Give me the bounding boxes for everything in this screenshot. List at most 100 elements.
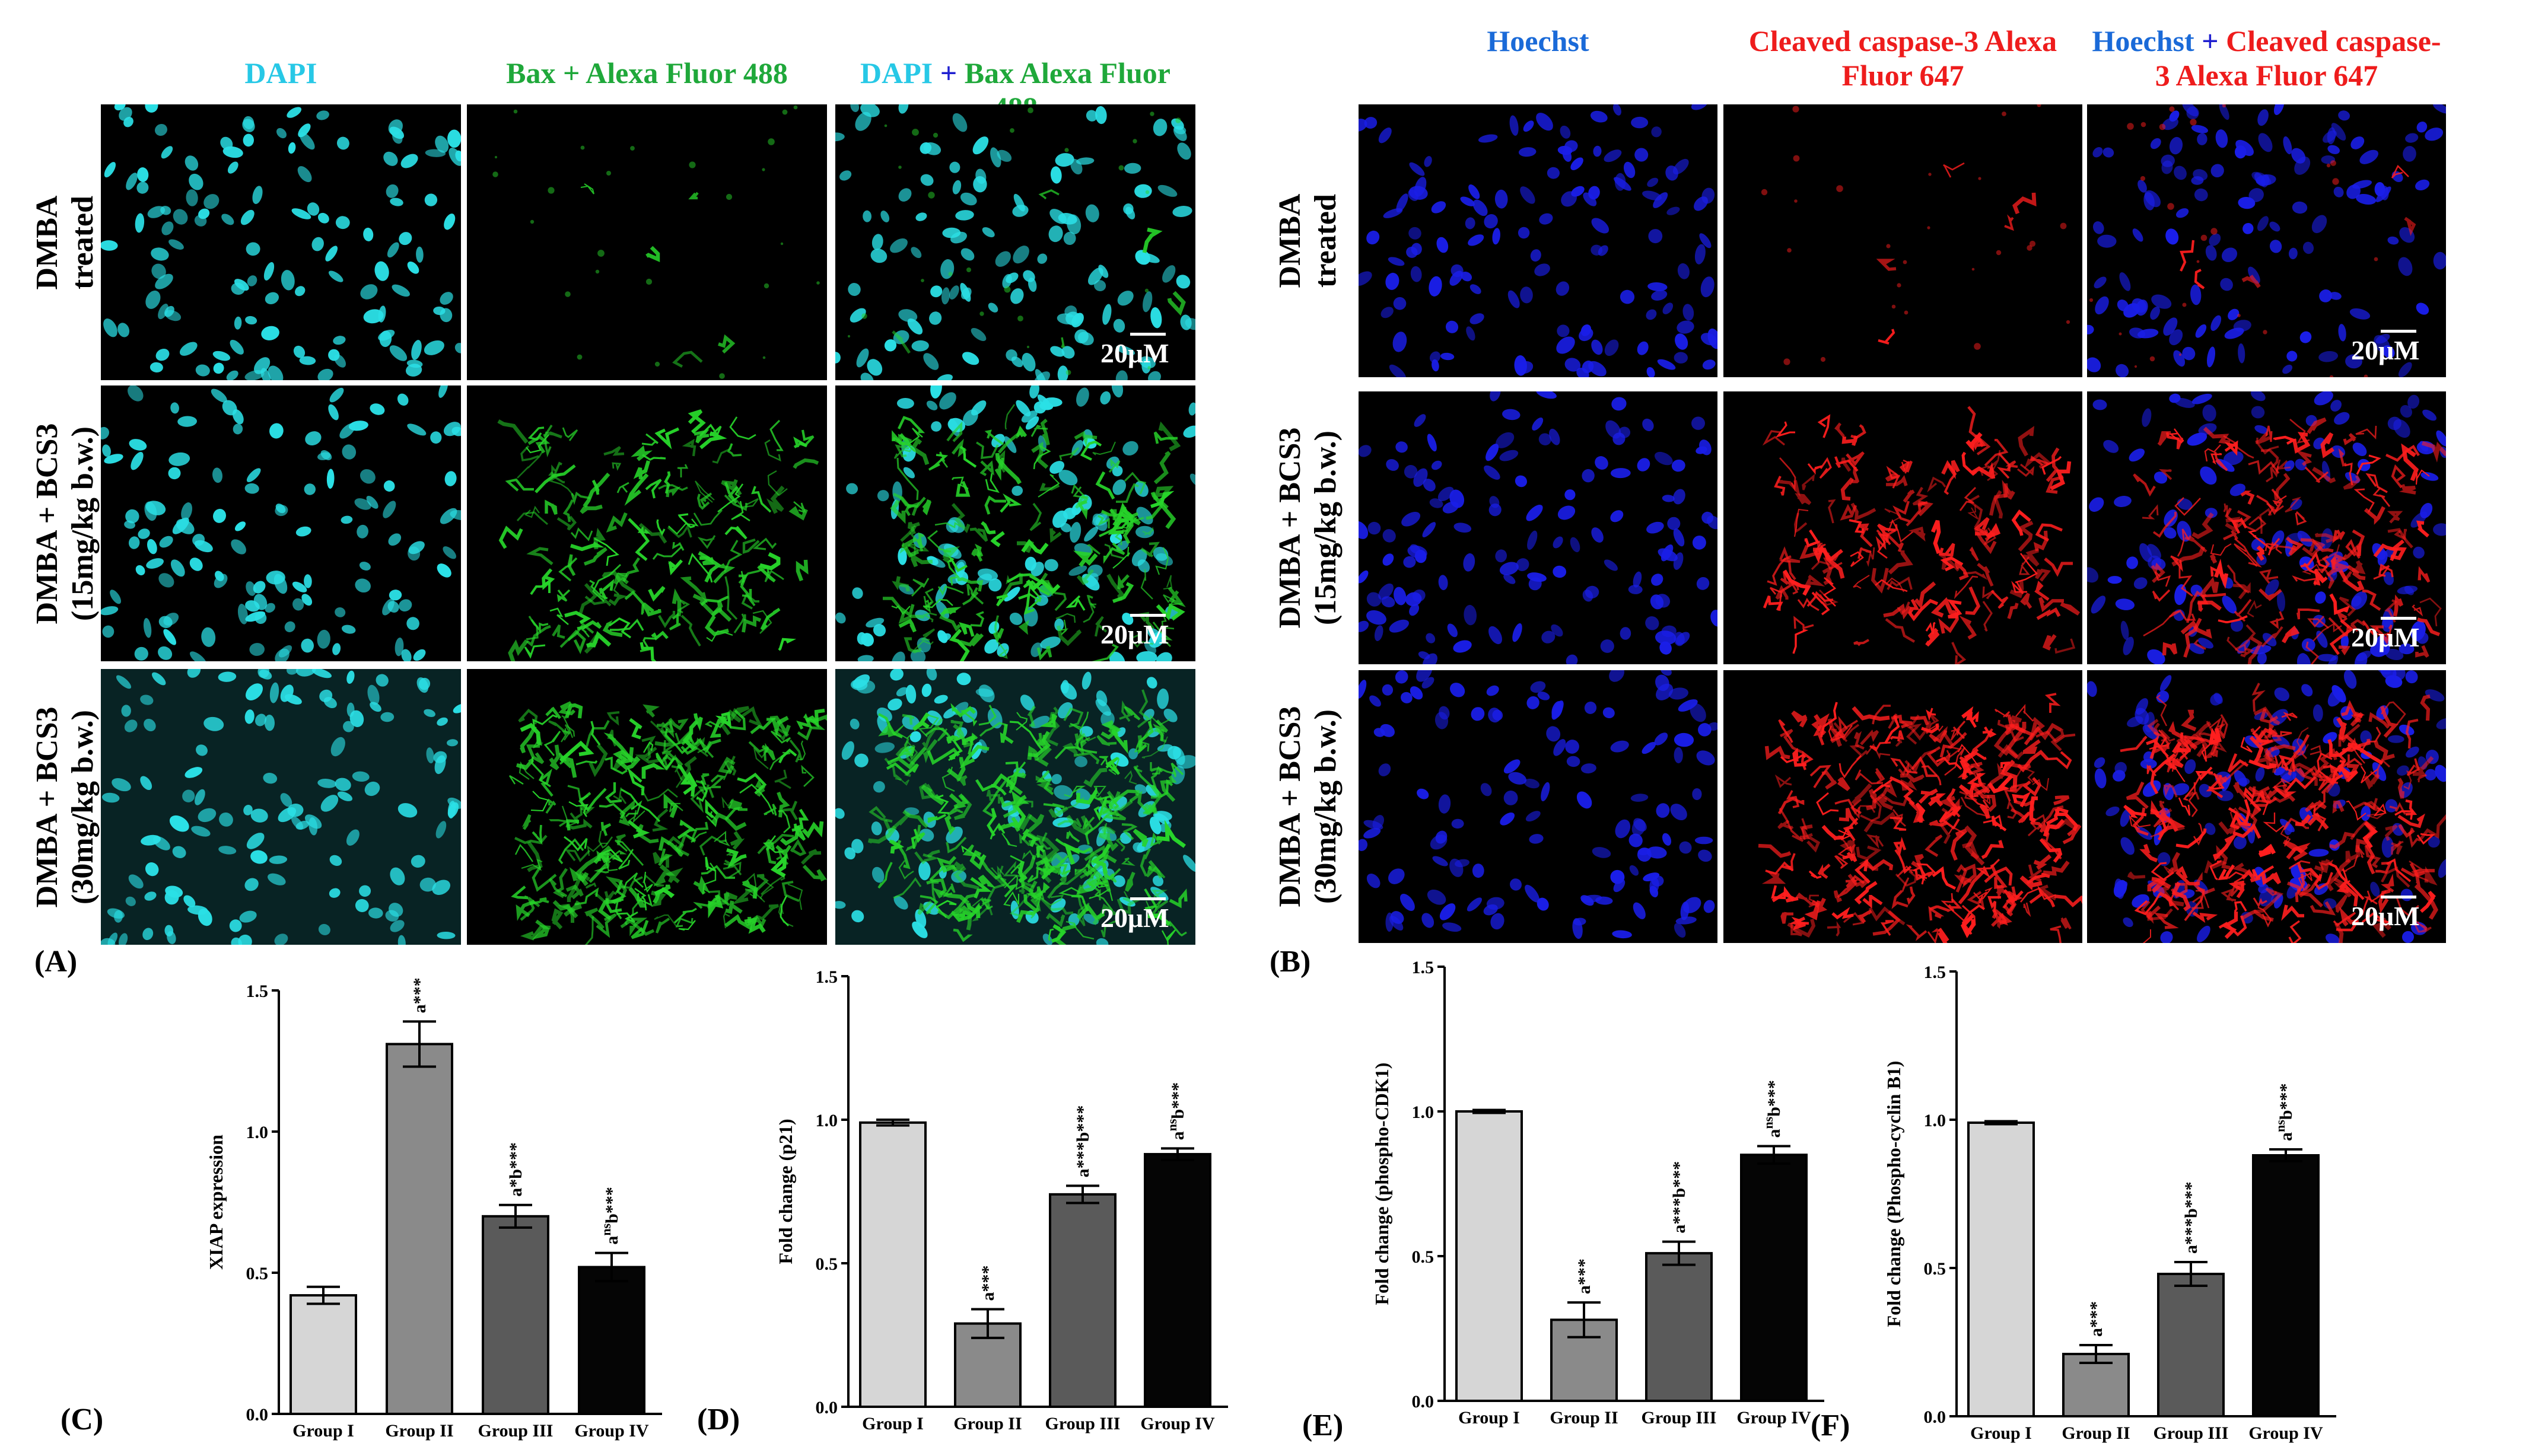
scale-bar: [1130, 333, 1166, 336]
bar: [1049, 1193, 1117, 1408]
x-tick-label: Group I: [1970, 1423, 2032, 1443]
micrograph-panel: [1723, 104, 2082, 377]
bar: [1645, 1252, 1713, 1403]
micrograph-panel: [467, 104, 827, 380]
column-title-part: Cleaved caspase-3 Alexa Fluor 647: [1748, 24, 2057, 92]
column-title-part: +: [933, 56, 965, 90]
y-tick-label: 0.5: [246, 1264, 269, 1283]
y-axis-label: Fold change (Phospho-cyclin B1): [1883, 1061, 1904, 1327]
bar: [2252, 1154, 2320, 1417]
significance-label: a***b***: [1073, 1105, 1093, 1178]
x-tick-label: Group I: [292, 1421, 354, 1441]
micrograph-panel: 20μM: [2087, 104, 2446, 377]
scale-bar: [2381, 330, 2416, 333]
bar: [2157, 1273, 2225, 1417]
y-tick-label: 1.0: [1412, 1103, 1434, 1122]
x-tick-label: Group III: [1045, 1414, 1120, 1433]
micrograph-panel: 20μM: [2087, 670, 2446, 943]
bar: [1740, 1154, 1808, 1402]
column-title: Cleaved caspase-3 Alexa Fluor 647: [1723, 24, 2082, 93]
bar: [482, 1215, 549, 1416]
y-axis-label: Fold change (phospho-CDK1): [1371, 1063, 1392, 1305]
y-tick-label: 1.5: [816, 967, 838, 987]
scale-bar: [1130, 897, 1166, 900]
micrograph-panel: [101, 104, 461, 380]
column-title-part: Cleaved caspase-3 Alexa Fluor 647: [2155, 24, 2441, 92]
micrograph-panel: [101, 385, 461, 661]
bar: [2062, 1353, 2130, 1417]
x-tick-label: Group III: [478, 1421, 553, 1441]
column-title: Hoechst + Cleaved caspase-3 Alexa Fluor …: [2087, 24, 2446, 93]
significance-label: ansb***: [1165, 1082, 1188, 1140]
x-tick-label: Group II: [1550, 1408, 1618, 1428]
column-title-part: Hoechst: [1487, 24, 1589, 58]
significance-label: a***: [1574, 1259, 1594, 1294]
x-tick-label: Group IV: [2248, 1423, 2323, 1443]
scale-bar-label: 20μM: [2351, 335, 2420, 365]
significance-label: ansb***: [2273, 1084, 2296, 1141]
column-title-part: Bax + Alexa Fluor 488: [506, 56, 788, 90]
y-axis-label: Fold change (p21): [775, 1119, 796, 1264]
bar: [859, 1121, 927, 1408]
column-title-part: +: [2194, 24, 2226, 58]
significance-label: a***: [978, 1265, 998, 1301]
bar: [578, 1266, 645, 1415]
x-tick-label: Group IV: [1140, 1414, 1215, 1433]
scale-bar: [1130, 614, 1166, 617]
micrograph-panel: 20μM: [835, 104, 1195, 380]
column-title-part: Hoechst: [2092, 24, 2194, 58]
scale-bar-label: 20μM: [2351, 622, 2420, 652]
micrograph-panel: 20μM: [835, 385, 1195, 661]
x-tick-label: Group II: [2062, 1423, 2130, 1443]
bar: [1144, 1153, 1211, 1408]
y-axis-label: XIAP expression: [205, 1135, 227, 1270]
micrograph-panel: [101, 669, 461, 945]
x-tick-label: Group I: [1458, 1408, 1520, 1428]
y-tick-label: 1.5: [1412, 958, 1434, 977]
micrograph-panel: [1723, 391, 2082, 664]
x-tick-label: Group II: [385, 1421, 453, 1441]
micrograph-panel: 20μM: [2087, 391, 2446, 664]
micrograph-panel: [1359, 104, 1717, 377]
y-tick-label: 0.0: [246, 1405, 269, 1425]
bar: [290, 1294, 357, 1416]
micrograph-panel: [467, 669, 827, 945]
bar: [1967, 1122, 2035, 1417]
x-tick-label: Group II: [953, 1414, 1022, 1433]
micrograph-panel: [1359, 391, 1717, 664]
scale-bar-label: 20μM: [1100, 903, 1169, 933]
chart-panel-label: (C): [61, 1403, 103, 1436]
significance-label: ansb***: [1761, 1080, 1784, 1138]
x-tick-label: Group III: [1641, 1408, 1716, 1428]
micrograph-panel: 20μM: [835, 669, 1195, 945]
significance-label: a***: [2086, 1301, 2106, 1337]
x-tick-label: Group I: [862, 1414, 924, 1433]
micrograph-panel: [1359, 670, 1717, 943]
significance-label: a***: [410, 977, 430, 1013]
micrograph-panel: [467, 385, 827, 661]
scale-bar: [2381, 617, 2416, 620]
bar: [1455, 1110, 1523, 1402]
column-title: Bax + Alexa Fluor 488: [467, 56, 827, 90]
y-tick-label: 0.0: [1412, 1392, 1434, 1412]
chart-panel-label: (E): [1302, 1409, 1343, 1442]
scale-bar-label: 20μM: [1100, 619, 1169, 649]
chart-panel-label: (D): [697, 1403, 740, 1436]
chart-panel-label: (F): [1811, 1409, 1850, 1442]
y-tick-label: 1.0: [816, 1111, 838, 1130]
y-tick-label: 0.5: [816, 1254, 838, 1274]
y-tick-label: 1.5: [1924, 963, 1946, 982]
x-tick-label: Group III: [2153, 1423, 2228, 1443]
x-tick-label: Group IV: [574, 1421, 649, 1441]
micrograph-panel: [1723, 670, 2082, 943]
significance-label: a***b***: [1669, 1161, 1689, 1234]
y-tick-label: 0.5: [1412, 1247, 1434, 1267]
scale-bar-label: 20μM: [1100, 338, 1169, 368]
bar: [386, 1043, 453, 1415]
scale-bar-label: 20μM: [2351, 901, 2420, 931]
significance-label: ansb***: [599, 1187, 622, 1244]
column-title-part: DAPI: [244, 56, 317, 90]
column-title: Hoechst: [1359, 24, 1717, 58]
y-tick-label: 1.5: [246, 982, 269, 1001]
